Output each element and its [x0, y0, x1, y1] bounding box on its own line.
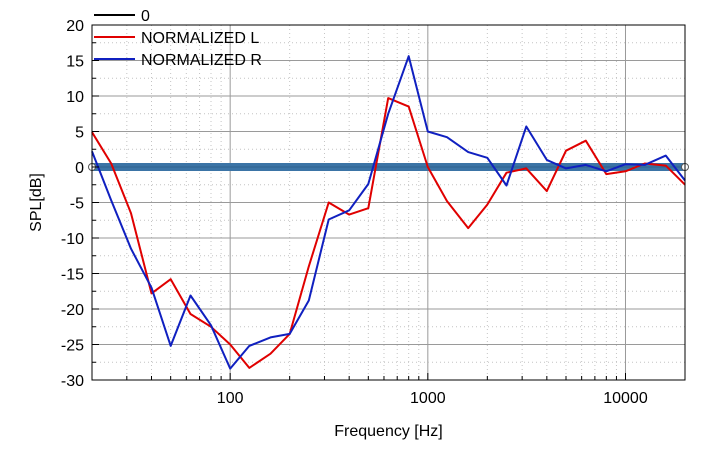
x-tick-label: 1000	[410, 390, 446, 407]
series-layer	[91, 55, 686, 370]
y-tick-label: -5	[70, 196, 84, 213]
y-tick-label: 0	[75, 160, 84, 177]
y-tick-label: -30	[61, 373, 84, 390]
grid	[91, 24, 686, 381]
ticks: -30 -25 -20 -15 -10 -5 0 5 10 15 20 100 1000 10000	[61, 18, 686, 407]
y-axis-title: SPL[dB]	[28, 173, 45, 232]
y-tick-label: 10	[66, 89, 84, 106]
y-tick-label: 20	[66, 18, 84, 35]
legend: 0 NORMALIZED L NORMALIZED R	[94, 8, 262, 69]
y-tick-label: -20	[61, 302, 84, 319]
normalized-r-legend-label: NORMALIZED R	[141, 52, 262, 69]
x-tick-label: 100	[217, 390, 244, 407]
y-tick-label: -15	[61, 267, 84, 284]
y-tick-label: -25	[61, 338, 84, 355]
normalized-r-series-line	[91, 55, 686, 370]
y-tick-label: -10	[61, 231, 84, 248]
y-tick-label: 5	[75, 125, 84, 142]
x-axis-title: Frequency [Hz]	[334, 423, 442, 440]
x-tick-label: 10000	[603, 390, 648, 407]
normalized-l-series-line	[91, 97, 686, 369]
normalized-l-legend-label: NORMALIZED L	[141, 30, 259, 47]
y-tick-label: 15	[66, 54, 84, 71]
zero-legend-label: 0	[141, 8, 150, 25]
